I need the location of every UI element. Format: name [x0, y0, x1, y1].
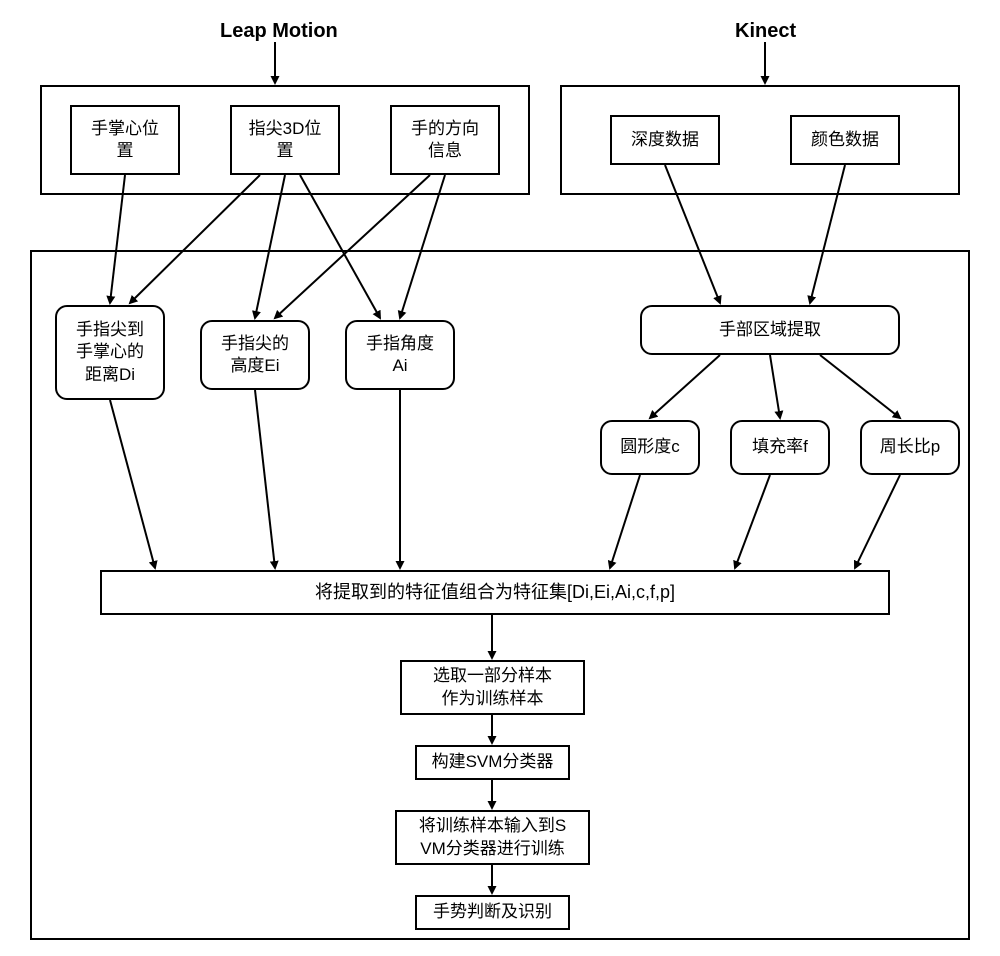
hand-extract-box: 手部区域提取 — [640, 305, 900, 355]
f-box: 填充率f — [730, 420, 830, 475]
leap-title: Leap Motion — [220, 20, 338, 43]
train-box: 将训练样本输入到SVM分类器进行训练 — [395, 810, 590, 865]
color-box: 颜色数据 — [790, 115, 900, 165]
di-box: 手指尖到手掌心的距离Di — [55, 305, 165, 400]
ai-box: 手指角度Ai — [345, 320, 455, 390]
p-box: 周长比p — [860, 420, 960, 475]
combine-box: 将提取到的特征值组合为特征集[Di,Ei,Ai,c,f,p] — [100, 570, 890, 615]
fingertip-box: 指尖3D位置 — [230, 105, 340, 175]
direction-box: 手的方向信息 — [390, 105, 500, 175]
c-box: 圆形度c — [600, 420, 700, 475]
kinect-title: Kinect — [735, 20, 796, 43]
recognize-box: 手势判断及识别 — [415, 895, 570, 930]
ei-box: 手指尖的高度Ei — [200, 320, 310, 390]
palm-box: 手掌心位置 — [70, 105, 180, 175]
build-box: 构建SVM分类器 — [415, 745, 570, 780]
depth-box: 深度数据 — [610, 115, 720, 165]
select-box: 选取一部分样本作为训练样本 — [400, 660, 585, 715]
